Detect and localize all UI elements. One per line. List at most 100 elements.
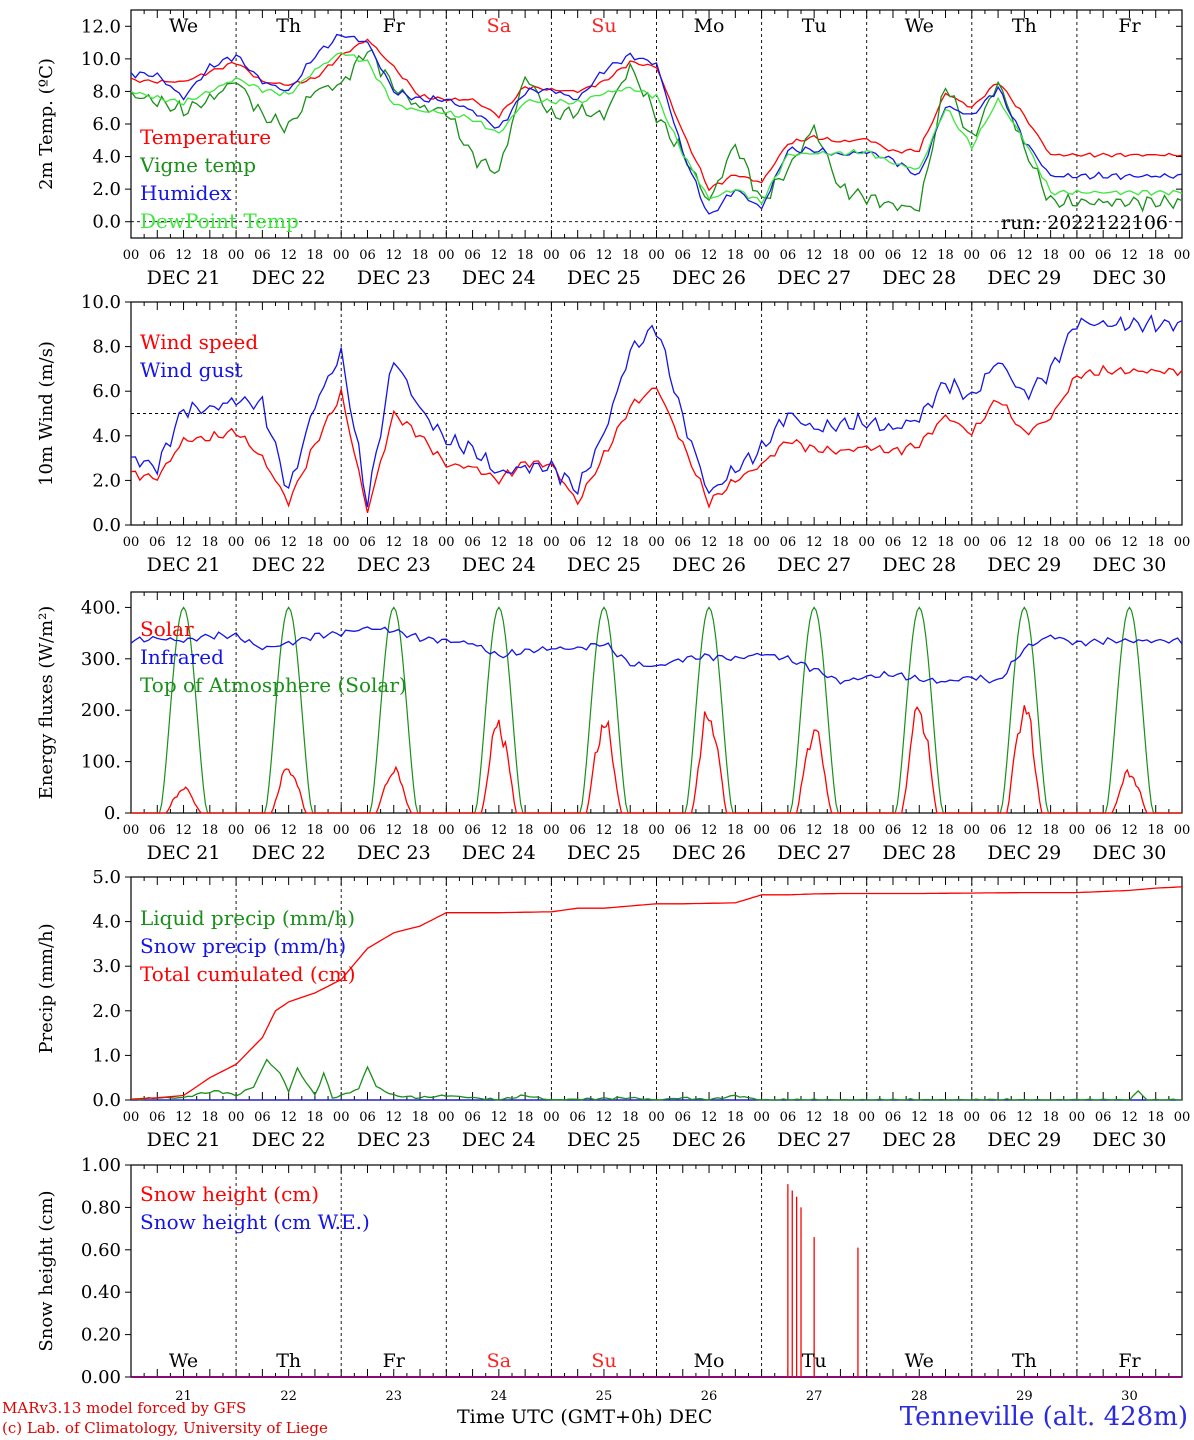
panel-0-hour-label: 12 bbox=[1121, 248, 1138, 263]
panel-3-hour-label: 06 bbox=[990, 1110, 1007, 1125]
panel-0-hour-label: 00 bbox=[123, 248, 140, 263]
panel-3-hour-label: 00 bbox=[753, 1110, 770, 1125]
panel-2-hour-label: 06 bbox=[1095, 823, 1112, 838]
panel-4-y-tick-label: 1.00 bbox=[81, 1155, 121, 1176]
panel-1-hour-label: 00 bbox=[1069, 535, 1086, 550]
panel-1-y-tick-label: 8.0 bbox=[92, 337, 121, 358]
panel-0-date-label: DEC 30 bbox=[1093, 267, 1167, 289]
panel-1-hour-label: 00 bbox=[964, 535, 981, 550]
panel-0-y-tick-label: 10.0 bbox=[81, 49, 121, 70]
panel-0-legend-2: Humidex bbox=[140, 181, 232, 205]
panel-2-hour-label: 18 bbox=[517, 823, 534, 838]
panel-3-legend-2: Total cumulated (cm) bbox=[140, 962, 356, 986]
panel-0-y-axis-label: 2m Temp. (ºC) bbox=[36, 58, 57, 190]
panel-2-date-label: DEC 22 bbox=[252, 842, 326, 864]
x-axis-title: Time UTC (GMT+0h) bbox=[457, 1406, 663, 1428]
panel-0-hour-label: 06 bbox=[149, 248, 166, 263]
panel-4-weekday-label: Su bbox=[591, 1350, 616, 1372]
panel-3-hour-label: 06 bbox=[464, 1110, 481, 1125]
wind-series-0 bbox=[130, 364, 1183, 513]
panel-3-hour-label: 12 bbox=[385, 1110, 402, 1125]
run-label: run: 2022122106 bbox=[1001, 212, 1168, 234]
panel-2-y-tick-label: 100. bbox=[81, 752, 121, 773]
panel-4-day-number: 28 bbox=[911, 1389, 928, 1404]
panel-1-hour-label: 12 bbox=[1016, 535, 1033, 550]
lab-credit: (c) Lab. of Climatology, University of L… bbox=[2, 1419, 328, 1437]
panel-3-hour-label: 00 bbox=[228, 1110, 245, 1125]
panel-3-date-label: DEC 21 bbox=[147, 1129, 221, 1151]
panel-2-y-tick-label: 200. bbox=[81, 700, 121, 721]
panel-2-date-label: DEC 23 bbox=[357, 842, 431, 864]
panel-4-legend-0: Snow height (cm) bbox=[140, 1182, 319, 1206]
panel-2-hour-label: 12 bbox=[175, 823, 192, 838]
panel-0-date-label: DEC 23 bbox=[357, 267, 431, 289]
panel-2-hour-label: 06 bbox=[149, 823, 166, 838]
panel-1-hour-label: 18 bbox=[727, 535, 744, 550]
panel-3-y-tick-label: 2.0 bbox=[92, 1001, 121, 1022]
panel-0-hour-label: 00 bbox=[543, 248, 560, 263]
panel-0-hour-label: 06 bbox=[569, 248, 586, 263]
panel-2-hour-label: 06 bbox=[675, 823, 692, 838]
panel-0-hour-label: 18 bbox=[1147, 248, 1164, 263]
panel-2-hour-label: 00 bbox=[1174, 823, 1191, 838]
panel-1-hour-label: 18 bbox=[307, 535, 324, 550]
temp-series-1 bbox=[130, 48, 1183, 213]
panel-2-date-label: DEC 28 bbox=[882, 842, 956, 864]
panel-0-date-label: DEC 28 bbox=[882, 267, 956, 289]
panel-1-hour-label: 18 bbox=[1147, 535, 1164, 550]
panel-1-hour-label: 00 bbox=[438, 535, 455, 550]
panel-3-hour-label: 06 bbox=[359, 1110, 376, 1125]
panel-0-hour-label: 06 bbox=[464, 248, 481, 263]
panel-3-hour-label: 06 bbox=[675, 1110, 692, 1125]
panel-0-weekday-label: Fr bbox=[1118, 15, 1141, 37]
panel-4-weekday-label: We bbox=[905, 1350, 934, 1372]
panel-0-hour-label: 00 bbox=[1069, 248, 1086, 263]
panel-0-hour-label: 06 bbox=[675, 248, 692, 263]
panel-1-hour-label: 06 bbox=[569, 535, 586, 550]
panel-1-legend-0: Wind speed bbox=[140, 330, 258, 354]
panel-3-hour-label: 18 bbox=[412, 1110, 429, 1125]
toa-solar-series bbox=[131, 606, 1182, 814]
panel-1-hour-label: 00 bbox=[543, 535, 560, 550]
panel-0-hour-label: 18 bbox=[412, 248, 429, 263]
panel-3-hour-label: 18 bbox=[937, 1110, 954, 1125]
panel-2-hour-label: 00 bbox=[333, 823, 350, 838]
panel-2-hour-label: 18 bbox=[307, 823, 324, 838]
panel-2-hour-label: 18 bbox=[622, 823, 639, 838]
panel-4-weekday-label: Tu bbox=[802, 1350, 827, 1372]
panel-1-date-label: DEC 26 bbox=[672, 554, 746, 576]
panel-3-hour-label: 06 bbox=[569, 1110, 586, 1125]
panel-2-hour-label: 00 bbox=[648, 823, 665, 838]
panel-0-y-tick-label: 4.0 bbox=[92, 147, 121, 168]
panel-0-hour-label: 06 bbox=[990, 248, 1007, 263]
panel-2-hour-label: 12 bbox=[1016, 823, 1033, 838]
panel-2-hour-label: 06 bbox=[464, 823, 481, 838]
panel-1-hour-label: 06 bbox=[149, 535, 166, 550]
panel-0-hour-label: 12 bbox=[280, 248, 297, 263]
panel-1-y-tick-label: 10.0 bbox=[81, 292, 121, 313]
panel-3-date-label: DEC 22 bbox=[252, 1129, 326, 1151]
panel-0-hour-label: 18 bbox=[622, 248, 639, 263]
panel-1-y-axis-label: 10m Wind (m/s) bbox=[36, 341, 57, 486]
panel-3-hour-label: 06 bbox=[1095, 1110, 1112, 1125]
panel-4-weekday-label: Fr bbox=[383, 1350, 406, 1372]
panel-2-hour-label: 12 bbox=[911, 823, 928, 838]
panel-0-hour-label: 12 bbox=[911, 248, 928, 263]
panel-2-hour-label: 18 bbox=[412, 823, 429, 838]
panel-0-hour-label: 00 bbox=[228, 248, 245, 263]
panel-0-hour-label: 06 bbox=[359, 248, 376, 263]
panel-2-hour-label: 12 bbox=[806, 823, 823, 838]
panel-3-hour-label: 00 bbox=[1174, 1110, 1191, 1125]
panel-1-hour-label: 18 bbox=[517, 535, 534, 550]
panel-0-weekday-label: We bbox=[905, 15, 934, 37]
panel-2-date-label: DEC 29 bbox=[987, 842, 1061, 864]
panel-1-y-tick-label: 0.0 bbox=[92, 515, 121, 536]
panel-2-hour-label: 06 bbox=[359, 823, 376, 838]
panel-1-hour-label: 18 bbox=[937, 535, 954, 550]
panel-2-legend-2: Top of Atmosphere (Solar) bbox=[140, 673, 407, 697]
panel-0-hour-label: 18 bbox=[307, 248, 324, 263]
panel-3-hour-label: 06 bbox=[780, 1110, 797, 1125]
panel-4-weekday-label: Mo bbox=[694, 1350, 725, 1372]
panel-1-hour-label: 06 bbox=[254, 535, 271, 550]
panel-0-hour-label: 12 bbox=[491, 248, 508, 263]
